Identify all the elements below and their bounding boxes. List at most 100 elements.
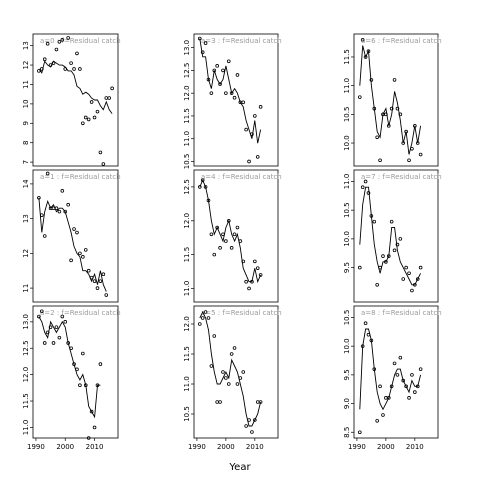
y-tick-label: 12.5 (183, 179, 191, 195)
data-point (258, 273, 263, 277)
panel-frame (32, 33, 119, 167)
data-point (51, 341, 56, 345)
data-point (86, 117, 91, 122)
data-point (48, 63, 53, 67)
data-point (229, 91, 234, 95)
data-point (45, 41, 50, 46)
data-point (209, 364, 214, 368)
data-point (83, 248, 88, 252)
data-point (384, 396, 388, 400)
data-point (369, 338, 374, 343)
data-point (63, 67, 68, 71)
panel-label: a=3 : f=Residual catch (201, 37, 282, 45)
x-tick-label: 1990 (188, 443, 206, 451)
y-tick-label: 11.0 (22, 420, 30, 436)
data-point (37, 195, 41, 200)
fit-line (359, 45, 422, 155)
data-point (37, 69, 41, 73)
y-tick-label: 11.5 (183, 108, 191, 124)
data-point (92, 115, 97, 120)
y-tick-label: 8.5 (343, 427, 351, 438)
data-point (386, 254, 391, 258)
data-point (392, 248, 397, 253)
data-point (357, 95, 362, 99)
data-point (203, 310, 208, 314)
y-tick-label: 9.5 (343, 262, 351, 273)
x-tick-label: 2000 (56, 443, 74, 451)
data-point (235, 73, 240, 77)
data-point (200, 316, 205, 320)
data-point (384, 112, 388, 117)
data-point (389, 219, 394, 224)
data-point (212, 68, 217, 73)
panel-2: a=2 : f=Residual catch 11.0 11.5 12.0 12.5 13… (22, 305, 121, 451)
fit-line (38, 197, 107, 292)
data-point (48, 325, 53, 329)
x-tick-label: 2000 (217, 443, 235, 451)
data-point (247, 286, 251, 291)
data-point (221, 232, 225, 237)
data-point (215, 64, 219, 68)
data-point (98, 362, 103, 366)
y-tick-label: 11 (22, 284, 30, 293)
y-tick-label: 12.0 (183, 213, 191, 229)
data-point (375, 135, 379, 140)
data-point (60, 38, 65, 42)
data-point (60, 189, 65, 193)
data-point (407, 396, 411, 400)
data-point (398, 237, 403, 241)
panel-4: a=4 : f=Residual catch 11.0 11.5 12.0 12.5 (183, 169, 282, 303)
data-point (63, 320, 68, 324)
y-tick-label: 10.0 (343, 135, 351, 151)
data-point (247, 159, 251, 164)
panel-frame (353, 305, 439, 439)
fit-line (38, 316, 101, 419)
data-point (413, 282, 417, 287)
data-point (69, 258, 73, 263)
data-point (197, 322, 202, 326)
data-point (39, 309, 44, 314)
data-point (415, 141, 420, 145)
data-point (413, 124, 417, 128)
data-point (101, 162, 106, 166)
data-point (258, 105, 263, 109)
x-tick-label: 2010 (406, 443, 424, 451)
y-tick-label: 11.0 (343, 78, 351, 94)
data-point (81, 255, 85, 259)
panel-label: a=5 : f=Residual catch (201, 309, 282, 317)
data-point (197, 36, 202, 41)
fit-line (199, 179, 262, 284)
data-point (392, 78, 397, 82)
data-point (407, 158, 411, 163)
data-point (206, 198, 211, 203)
data-point (378, 384, 382, 389)
data-point (200, 50, 205, 55)
y-tick-label: 12 (22, 61, 30, 70)
data-point (372, 367, 377, 371)
y-tick-label: 11.5 (183, 346, 191, 362)
y-tick-label: 12 (22, 249, 30, 258)
data-point (78, 383, 82, 388)
data-point (226, 218, 231, 223)
data-point (221, 68, 225, 73)
data-point (66, 202, 70, 207)
fit-line (199, 310, 262, 427)
data-point (215, 400, 219, 404)
data-point (378, 265, 382, 270)
data-point (401, 378, 406, 383)
data-point (95, 286, 100, 290)
x-axis-title: Year (228, 462, 251, 473)
fit-line (359, 186, 422, 286)
y-tick-label: 12.0 (22, 367, 30, 383)
x-tick-label: 1990 (348, 443, 366, 451)
data-point (238, 376, 243, 380)
data-point (81, 351, 85, 356)
panel-frame (32, 169, 119, 303)
data-point (410, 373, 414, 377)
y-tick-label: 10.0 (343, 231, 351, 247)
data-point (95, 109, 100, 114)
fit-line (199, 38, 262, 144)
data-point (253, 114, 257, 118)
data-point (75, 230, 79, 235)
data-point (83, 115, 88, 120)
